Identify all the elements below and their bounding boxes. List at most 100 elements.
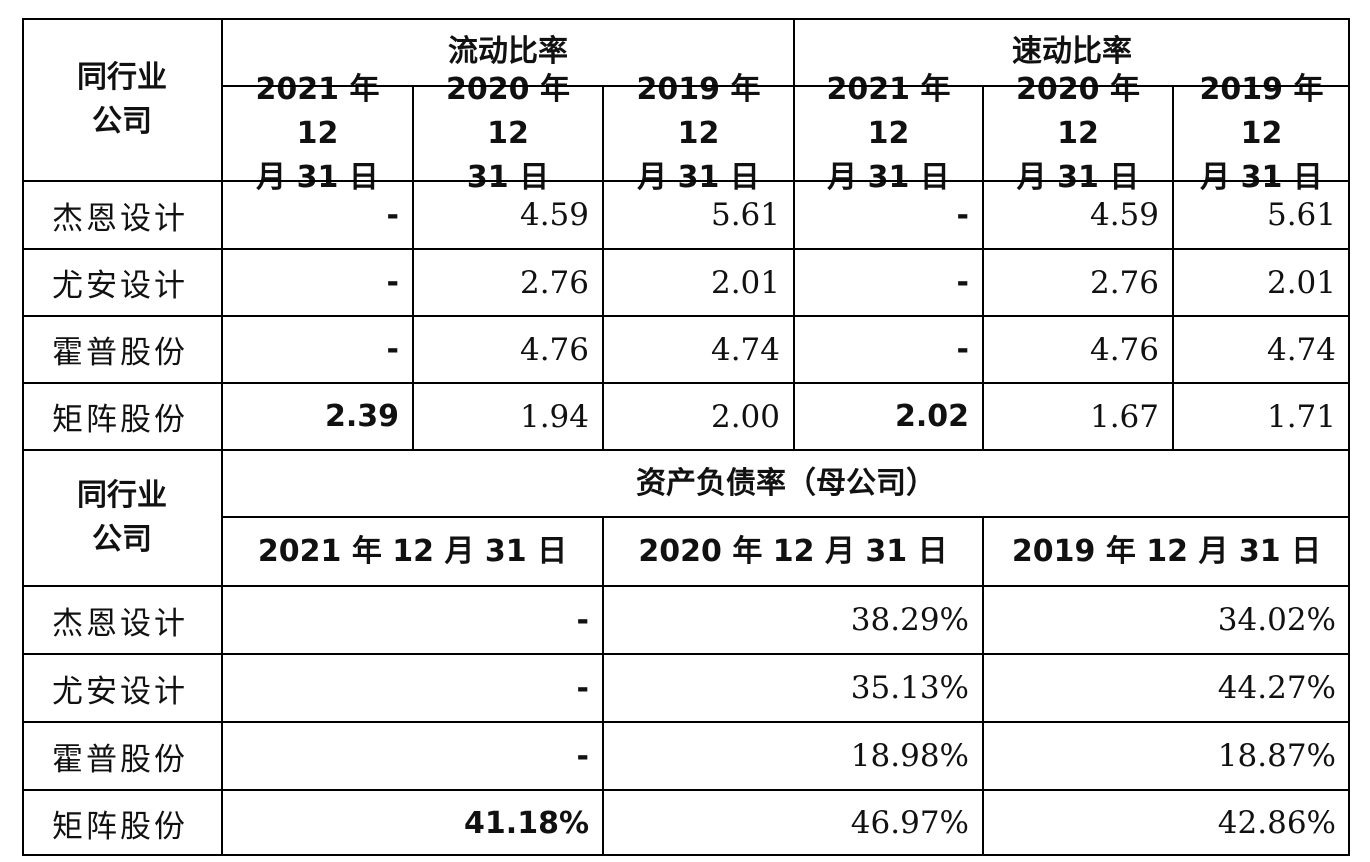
column-divider bbox=[602, 517, 604, 856]
ratio-cell-text: 5.61 bbox=[1266, 197, 1336, 233]
ratio-cell: 2.01 bbox=[603, 249, 794, 316]
company-name-text: 杰恩设计 bbox=[52, 605, 188, 642]
column-divider bbox=[1172, 86, 1174, 450]
quick-ratio-header: 速动比率 bbox=[794, 18, 1350, 86]
top-corner-header-text: 同行业 公司 bbox=[77, 59, 167, 139]
top-date-header-text: 2020 年 12 月 31 日 bbox=[1016, 71, 1140, 195]
company-name-text: 矩阵股份 bbox=[52, 402, 188, 438]
debt-ratio-cell-text: 18.98% bbox=[850, 738, 969, 774]
row-divider bbox=[22, 449, 1350, 451]
ratio-cell: 1.94 bbox=[413, 383, 603, 450]
ratio-cell: 2.02 bbox=[794, 383, 983, 450]
ratio-cell: 2.00 bbox=[603, 383, 794, 450]
ratio-cell-text: - bbox=[386, 197, 399, 233]
bottom-date-header: 2019 年 12 月 31 日 bbox=[983, 517, 1350, 586]
debt-ratio-cell-text: 42.86% bbox=[1217, 805, 1336, 841]
debt-ratio-cell-text: 35.13% bbox=[850, 670, 969, 706]
company-name: 霍普股份 bbox=[22, 316, 222, 383]
company-name-text: 矩阵股份 bbox=[52, 808, 188, 845]
row-divider bbox=[22, 653, 1350, 655]
ratio-cell-text: 2.02 bbox=[894, 399, 969, 434]
bottom-corner-header: 同行业 公司 bbox=[22, 450, 222, 586]
ratio-cell: 2.76 bbox=[413, 249, 603, 316]
ratio-cell-text: 5.61 bbox=[710, 197, 780, 233]
ratio-cell: 4.74 bbox=[1173, 316, 1350, 383]
debt-ratio-header-text: 资产负债率（母公司） bbox=[636, 465, 936, 501]
bottom-date-header: 2021 年 12 月 31 日 bbox=[222, 517, 603, 586]
company-name: 尤安设计 bbox=[22, 249, 222, 316]
row-divider bbox=[22, 585, 1350, 587]
row-divider bbox=[22, 180, 1350, 182]
ratio-cell-text: 2.76 bbox=[519, 264, 589, 301]
top-date-header: 2021 年 12 月 31 日 bbox=[222, 72, 413, 195]
debt-ratio-cell-text: 44.27% bbox=[1217, 670, 1336, 706]
current-ratio-header: 流动比率 bbox=[222, 18, 794, 86]
ratio-cell-text: - bbox=[956, 197, 969, 233]
top-date-header-text: 2021 年 12 月 31 日 bbox=[255, 71, 380, 195]
top-date-header-text: 2019 年 12 月 31 日 bbox=[1199, 71, 1324, 195]
debt-ratio-cell: 35.13% bbox=[603, 654, 983, 722]
ratio-cell: - bbox=[794, 249, 983, 316]
debt-ratio-cell-text: - bbox=[576, 670, 589, 706]
ratio-cell: 5.61 bbox=[1173, 181, 1350, 249]
column-divider bbox=[221, 18, 223, 450]
row-divider bbox=[22, 789, 1350, 791]
ratio-cell-text: 4.59 bbox=[519, 197, 589, 233]
row-divider bbox=[22, 315, 1350, 317]
debt-ratio-header: 资产负债率（母公司） bbox=[222, 450, 1350, 517]
ratio-cell-text: 4.74 bbox=[1266, 331, 1336, 368]
debt-ratio-cell-text: 46.97% bbox=[850, 805, 969, 841]
column-divider bbox=[602, 86, 604, 450]
top-date-header: 2019 年 12 月 31 日 bbox=[1173, 72, 1350, 195]
ratio-cell: 4.76 bbox=[983, 316, 1173, 383]
debt-ratio-cell-text: 41.18% bbox=[464, 805, 589, 841]
ratio-cell-text: 2.39 bbox=[324, 399, 399, 434]
quick-ratio-header-text: 速动比率 bbox=[1012, 34, 1132, 69]
debt-ratio-cell: 18.87% bbox=[983, 722, 1350, 790]
ratio-cell: 4.59 bbox=[413, 181, 603, 249]
ratio-cell: 2.76 bbox=[983, 249, 1173, 316]
column-divider bbox=[793, 18, 795, 450]
company-name: 矩阵股份 bbox=[22, 790, 222, 856]
ratio-cell-text: 4.76 bbox=[519, 331, 589, 368]
row-divider bbox=[222, 516, 1350, 518]
ratio-cell-text: 2.76 bbox=[1089, 264, 1159, 301]
ratio-cell-text: 4.59 bbox=[1089, 197, 1159, 233]
debt-ratio-cell-text: 38.29% bbox=[850, 602, 969, 638]
company-name: 杰恩设计 bbox=[22, 586, 222, 654]
ratio-cell-text: 2.01 bbox=[710, 264, 780, 301]
debt-ratio-cell: 41.18% bbox=[222, 790, 603, 856]
column-divider bbox=[982, 86, 984, 450]
row-divider bbox=[22, 853, 1350, 857]
row-divider bbox=[22, 248, 1350, 250]
debt-ratio-cell: 18.98% bbox=[603, 722, 983, 790]
ratio-cell-text: 1.67 bbox=[1089, 398, 1159, 435]
ratio-cell-text: - bbox=[386, 265, 399, 300]
current-ratio-header-text: 流动比率 bbox=[448, 34, 568, 69]
row-divider bbox=[22, 382, 1350, 384]
company-name-text: 尤安设计 bbox=[52, 673, 188, 710]
debt-ratio-cell: 42.86% bbox=[983, 790, 1350, 856]
top-date-header-text: 2019 年 12 月 31 日 bbox=[636, 71, 761, 195]
ratio-cell-text: - bbox=[386, 332, 399, 367]
top-date-header-text: 2021 年 12 月 31 日 bbox=[826, 71, 951, 195]
top-date-header: 2021 年 12 月 31 日 bbox=[794, 72, 983, 195]
company-name-text: 霍普股份 bbox=[52, 741, 188, 778]
ratio-cell: 1.67 bbox=[983, 383, 1173, 450]
bottom-date-header-text: 2019 年 12 月 31 日 bbox=[1011, 533, 1322, 569]
debt-ratio-cell: 46.97% bbox=[603, 790, 983, 856]
debt-ratio-cell: - bbox=[222, 722, 603, 790]
column-divider bbox=[221, 450, 223, 856]
debt-ratio-cell-text: 18.87% bbox=[1217, 738, 1336, 774]
column-divider bbox=[412, 86, 414, 450]
column-divider bbox=[982, 517, 984, 856]
ratio-cell-text: 1.94 bbox=[519, 398, 589, 435]
top-date-header: 2020 年 12 月 31 日 bbox=[983, 72, 1173, 195]
top-date-header-text: 2020 年 12 31 日 bbox=[446, 71, 570, 195]
column-divider bbox=[1347, 18, 1351, 856]
comparison-table: 同行业 公司 流动比率 速动比率 2021 年 12 月 31 日 2020 年 12 … bbox=[21, 17, 1351, 857]
company-name: 尤安设计 bbox=[22, 654, 222, 722]
ratio-cell: 5.61 bbox=[603, 181, 794, 249]
top-date-header: 2019 年 12 月 31 日 bbox=[603, 72, 794, 195]
ratio-cell: 2.01 bbox=[1173, 249, 1350, 316]
